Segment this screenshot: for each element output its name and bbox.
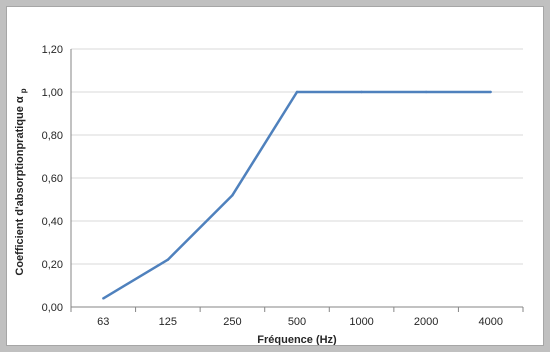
y-axis-title: Coefficient d'absorptionpratique α p	[14, 88, 28, 275]
y-tick-label: 1,00	[42, 87, 63, 99]
data-point	[424, 90, 428, 94]
y-tick-label: 0,80	[42, 130, 63, 142]
y-tick-label: 0,20	[42, 259, 63, 271]
data-point	[489, 90, 492, 94]
y-axis-title-main: Coefficient d'absorptionpratique α	[14, 96, 26, 276]
data-point	[231, 194, 234, 197]
x-tick-label: 2000	[414, 316, 438, 328]
gridlines	[71, 48, 523, 265]
x-axis-title: Fréquence (Hz)	[257, 334, 337, 345]
data-point	[360, 90, 363, 94]
y-tick-label: 0,40	[42, 216, 63, 228]
y-tick-label: 0,60	[42, 173, 63, 185]
data-point	[166, 258, 170, 261]
data-point	[102, 297, 105, 300]
chart-area: 0,00 0,20 0,40 0,60 0,80 1,00 1,20 63 125 250 500…	[6, 6, 544, 346]
data-point	[295, 90, 299, 94]
x-tick-label: 125	[159, 316, 177, 328]
x-tick-label: 1000	[349, 316, 373, 328]
x-tick-label: 63	[97, 316, 109, 328]
x-tick-label: 4000	[478, 316, 502, 328]
series	[102, 90, 492, 300]
axes	[70, 49, 524, 312]
y-axis-title-subscript: p	[19, 88, 28, 93]
y-tick-label: 1,20	[42, 44, 63, 56]
y-tick-labels: 0,00 0,20 0,40 0,60 0,80 1,00 1,20	[42, 44, 63, 314]
line-chart: 0,00 0,20 0,40 0,60 0,80 1,00 1,20 63 125 250 500…	[14, 44, 524, 345]
x-tick-label: 500	[288, 316, 306, 328]
y-tick-label: 0,00	[42, 302, 63, 314]
x-tick-labels: 63 125 250 500 1000 2000 4000	[97, 316, 503, 328]
x-tick-label: 250	[223, 316, 241, 328]
series-line	[102, 90, 491, 300]
